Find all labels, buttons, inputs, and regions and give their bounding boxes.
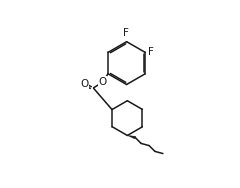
Text: F: F bbox=[123, 29, 129, 39]
Text: F: F bbox=[148, 47, 154, 57]
Polygon shape bbox=[127, 136, 136, 139]
Text: O: O bbox=[80, 79, 88, 89]
Text: O: O bbox=[98, 77, 106, 87]
